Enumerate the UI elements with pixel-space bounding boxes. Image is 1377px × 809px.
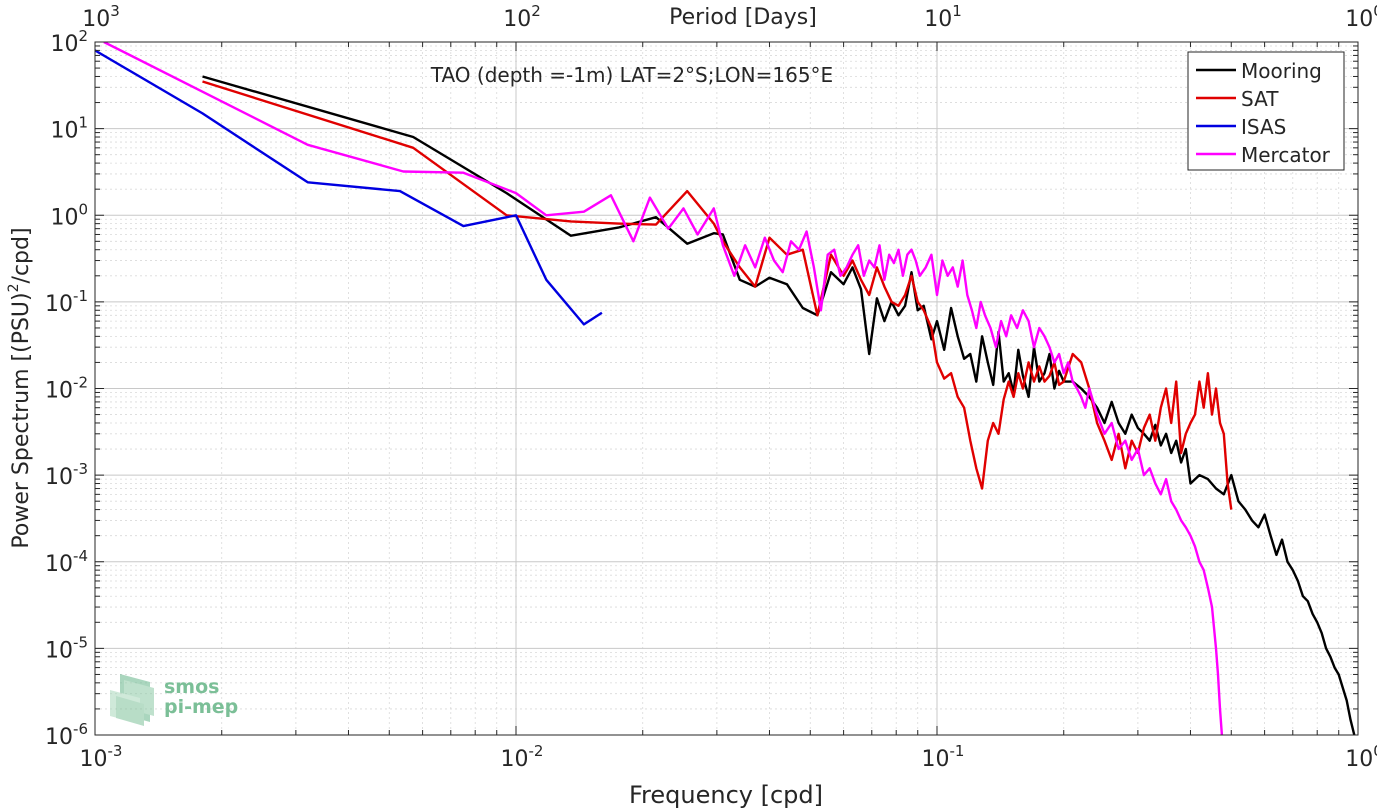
- y-tick-label: 10-5: [45, 633, 88, 663]
- y-tick-label: 102: [50, 27, 88, 57]
- logo-line-1: smos: [164, 676, 219, 698]
- y-tick-labels: 102 101 100 10-1 10-2 10-3 10-4 10-5 10-6: [45, 27, 88, 750]
- y-tick-label: 10-6: [45, 720, 88, 750]
- legend-box: [1187, 51, 1345, 171]
- logo-icon: [110, 674, 154, 726]
- x-tick-label: 10-3: [80, 742, 123, 772]
- legend-label-mooring: Mooring: [1241, 59, 1322, 83]
- top-tick-label: 102: [503, 2, 541, 32]
- legend-label-isas: ISAS: [1241, 115, 1286, 139]
- legend-entry-mercator: Mercator: [1196, 143, 1331, 167]
- x-tick-label: 100: [1345, 742, 1377, 772]
- top-tick-labels: 103 102 101 100: [82, 2, 1377, 32]
- top-tick-label: 103: [82, 2, 120, 32]
- y-tick-label: 10-2: [45, 374, 88, 404]
- series-layer: [95, 42, 1356, 735]
- x-axis-label: Frequency [cpd]: [629, 781, 823, 809]
- y-axis-label-main: Power Spectrum [(PSU): [9, 292, 34, 548]
- y-tick-label: 10-1: [45, 287, 88, 317]
- series-line-sat: [202, 80, 1233, 510]
- y-tick-label: 101: [50, 114, 88, 144]
- legend-label-mercator: Mercator: [1241, 143, 1331, 167]
- y-tick-label: 100: [50, 200, 88, 230]
- top-axis-label: Period [Days]: [669, 5, 817, 30]
- chart-title: TAO (depth =-1m) LAT=2°S;LON=165°E: [430, 63, 833, 87]
- logo-line-2: pi-mep: [164, 696, 238, 718]
- y-axis-label-tail: /cpd]: [9, 227, 34, 283]
- x-tick-label: 10-2: [501, 742, 544, 772]
- legend-entry-mooring: Mooring: [1196, 59, 1322, 83]
- top-tick-label: 101: [924, 2, 962, 32]
- minor-grid: [95, 42, 1358, 735]
- y-axis-label: Power Spectrum [(PSU)2/cpd]: [6, 227, 34, 548]
- smos-pi-mep-logo: smos pi-mep: [110, 674, 238, 726]
- legend: Mooring SAT ISAS Mercator: [1187, 51, 1345, 171]
- series-line-isas: [95, 49, 603, 326]
- y-tick-label: 10-4: [45, 547, 88, 577]
- top-tick-label: 100: [1345, 2, 1377, 32]
- y-tick-label: 10-3: [45, 460, 88, 490]
- legend-entry-sat: SAT: [1196, 87, 1279, 111]
- legend-label-sat: SAT: [1241, 87, 1279, 111]
- y-axis-label-sup: 2: [6, 283, 22, 292]
- series-line-mercator: [103, 42, 1224, 735]
- legend-entry-isas: ISAS: [1196, 115, 1286, 139]
- tick-marks: [94, 41, 1359, 736]
- x-tick-label: 10-1: [922, 742, 965, 772]
- series-line-mooring: [202, 75, 1356, 735]
- x-tick-labels: 10-3 10-2 10-1 100: [80, 742, 1377, 772]
